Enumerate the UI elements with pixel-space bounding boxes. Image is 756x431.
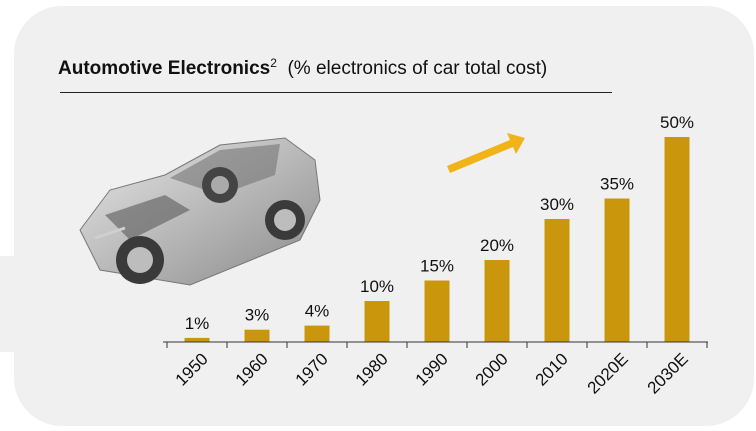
bar-2000 [484, 260, 510, 342]
bar-1980 [364, 301, 390, 342]
bar-2020E [604, 198, 630, 342]
x-ticks-group [166, 342, 708, 348]
value-label-1960: 3% [245, 306, 270, 325]
car-cutaway-illustration [79, 137, 321, 286]
title-footnote: 2 [270, 56, 277, 70]
title-underline [60, 92, 612, 93]
title-bold: Automotive Electronics [58, 58, 271, 79]
bar-1970 [304, 325, 330, 342]
category-label-1960: 1960 [232, 349, 272, 389]
trend-arrow-icon [447, 133, 525, 173]
category-label-1980: 1980 [352, 349, 392, 389]
value-label-2030E: 50% [660, 113, 694, 132]
bar-2030E [664, 137, 690, 342]
category-label-1950: 1950 [172, 349, 212, 389]
category-label-1990: 1990 [412, 349, 452, 389]
value-label-1950: 1% [185, 314, 210, 333]
category-label-2010: 2010 [532, 349, 572, 389]
bar-1990 [424, 280, 450, 342]
category-label-2020E: 2020E [584, 349, 632, 397]
bar-1960 [244, 329, 270, 342]
category-label-2000: 2000 [472, 349, 512, 389]
category-label-2030E: 2030E [644, 349, 692, 397]
title-subtitle: (% electronics of car total cost) [287, 58, 548, 79]
bars-group [184, 137, 690, 342]
bar-1950 [184, 337, 210, 342]
category-label-1970: 1970 [292, 349, 332, 389]
value-label-2020E: 35% [600, 175, 634, 194]
value-label-1990: 15% [420, 257, 454, 276]
side-tab [0, 256, 18, 352]
value-label-1980: 10% [360, 277, 394, 296]
category-labels-group: 1950 1960 1970 1980 1990 2000 2010 2020E 2030E [172, 349, 692, 397]
value-labels-group: 1% 3% 4% 10% 15% 20% 30% 35% 50% [185, 113, 694, 333]
bar-2010 [544, 219, 570, 342]
value-label-1970: 4% [305, 302, 330, 321]
value-label-2000: 20% [480, 236, 514, 255]
value-label-2010: 30% [540, 195, 574, 214]
chart-title: Automotive Electronics2 (% electronics o… [58, 56, 548, 80]
